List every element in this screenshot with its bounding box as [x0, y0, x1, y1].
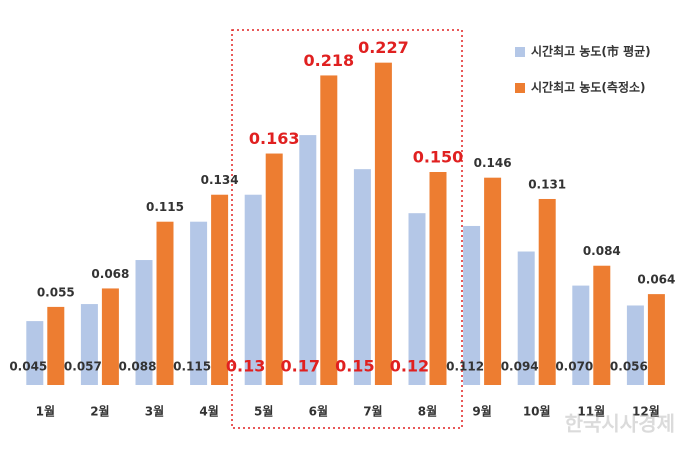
bar	[647, 294, 665, 385]
bar	[244, 194, 262, 385]
bar	[408, 213, 426, 385]
bar	[374, 62, 392, 385]
bar	[626, 305, 644, 385]
bar	[593, 265, 611, 385]
bar	[190, 221, 208, 385]
bar	[320, 75, 338, 385]
value-label: 0.084	[583, 244, 621, 258]
x-tick-label: 12월	[632, 404, 660, 419]
bar	[484, 177, 502, 385]
x-tick-label: 10월	[523, 404, 551, 419]
bar	[429, 172, 447, 385]
value-label: 0.134	[201, 173, 239, 187]
value-label: 0.088	[119, 360, 157, 374]
x-tick-label: 11월	[577, 404, 605, 419]
value-label: 0.176	[280, 357, 331, 376]
value-label: 0.218	[303, 51, 354, 70]
value-label: 0.056	[610, 360, 648, 374]
x-tick-label: 4월	[199, 404, 218, 419]
x-tick-label: 6월	[309, 404, 328, 419]
value-label: 0.134	[226, 357, 277, 376]
value-label: 0.094	[501, 360, 539, 374]
value-label: 0.163	[249, 129, 300, 148]
x-tick-label: 1월	[36, 404, 55, 419]
x-tick-label: 5월	[254, 404, 273, 419]
value-label: 0.057	[64, 360, 102, 374]
value-label: 0.055	[37, 285, 75, 299]
value-label: 0.227	[358, 38, 409, 57]
highlight-box	[231, 29, 463, 429]
legend-swatch	[515, 83, 525, 93]
value-label: 0.152	[335, 357, 386, 376]
bar	[211, 194, 229, 385]
bar	[538, 198, 556, 385]
x-tick-label: 9월	[472, 404, 491, 419]
bar	[265, 153, 283, 385]
x-tick-label: 3월	[145, 404, 164, 419]
x-tick-label: 8월	[418, 404, 437, 419]
bar	[156, 221, 174, 385]
bar	[353, 169, 371, 385]
legend-swatch	[515, 47, 525, 57]
value-label: 0.068	[91, 267, 129, 281]
value-label: 0.045	[9, 360, 47, 374]
watermark: 한국시사경제	[565, 412, 675, 436]
bar	[299, 135, 317, 385]
value-label: 0.064	[637, 273, 675, 287]
value-label: 0.131	[528, 177, 566, 191]
bar	[80, 304, 98, 385]
bar	[463, 225, 481, 385]
bar	[26, 321, 44, 385]
value-label: 0.150	[413, 148, 464, 167]
value-label: 0.121	[390, 357, 441, 376]
x-tick-label: 7월	[363, 404, 382, 419]
bar	[101, 288, 119, 385]
bar	[572, 285, 590, 385]
value-label: 0.070	[555, 360, 593, 374]
bar	[517, 251, 535, 385]
value-label: 0.112	[446, 360, 484, 374]
value-label: 0.115	[146, 200, 184, 214]
bar	[47, 306, 65, 385]
value-label: 0.115	[173, 360, 211, 374]
legend-label: 시간최고 농도(측정소)	[531, 80, 646, 95]
value-label: 0.146	[474, 156, 512, 170]
bar	[135, 260, 153, 385]
legend-label: 시간최고 농도(市 평균)	[531, 44, 651, 59]
x-tick-label: 2월	[90, 404, 109, 419]
